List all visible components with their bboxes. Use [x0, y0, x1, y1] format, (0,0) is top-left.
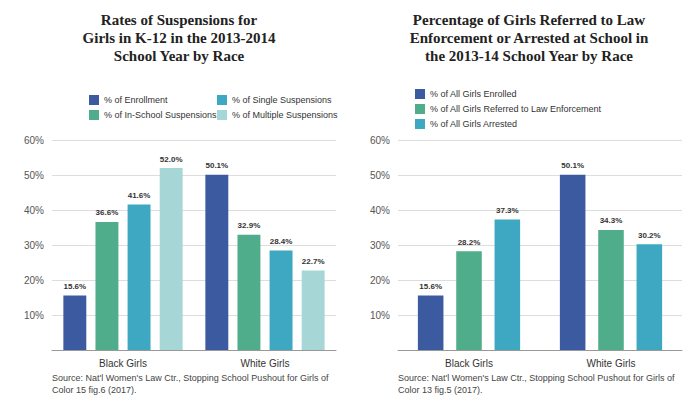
svg-text:Enforcement or Arrested at Sch: Enforcement or Arrested at School in: [410, 30, 649, 46]
svg-text:Color 15 fig.6 (2017).: Color 15 fig.6 (2017).: [52, 385, 137, 395]
svg-text:22.7%: 22.7%: [302, 257, 325, 266]
svg-text:% of All Girls Referred to Law: % of All Girls Referred to Law Enforceme…: [430, 104, 602, 114]
svg-text:40%: 40%: [24, 205, 44, 216]
svg-text:White Girls: White Girls: [241, 358, 290, 369]
svg-text:30.2%: 30.2%: [638, 231, 661, 240]
svg-text:30%: 30%: [24, 240, 44, 251]
svg-text:37.3%: 37.3%: [496, 206, 519, 215]
svg-text:10%: 10%: [24, 310, 44, 321]
svg-text:% of All Girls Arrested: % of All Girls Arrested: [430, 119, 517, 129]
svg-text:Percentage of Girls Referred t: Percentage of Girls Referred to Law: [413, 12, 645, 28]
svg-text:60%: 60%: [24, 135, 44, 146]
svg-text:School Year by Race: School Year by Race: [114, 48, 245, 64]
svg-text:15.6%: 15.6%: [63, 282, 86, 291]
svg-text:Source: Nat'l Women's Law Ctr.: Source: Nat'l Women's Law Ctr., Stopping…: [52, 373, 331, 383]
svg-text:Source: Nat'l Women's Law Ctr.: Source: Nat'l Women's Law Ctr., Stopping…: [398, 373, 677, 383]
svg-text:60%: 60%: [370, 135, 390, 146]
svg-text:the 2013-14 School Year by Rac: the 2013-14 School Year by Race: [425, 48, 633, 64]
svg-text:28.2%: 28.2%: [458, 238, 481, 247]
svg-text:41.6%: 41.6%: [128, 191, 151, 200]
svg-text:% of All Girls Enrolled: % of All Girls Enrolled: [430, 89, 517, 99]
svg-text:Color 13 fig.5 (2017).: Color 13 fig.5 (2017).: [398, 385, 483, 395]
svg-text:Black Girls: Black Girls: [99, 358, 147, 369]
svg-text:28.4%: 28.4%: [270, 237, 293, 246]
svg-text:% of In-School Suspensions: % of In-School Suspensions: [104, 110, 217, 120]
svg-text:20%: 20%: [24, 275, 44, 286]
svg-text:50.1%: 50.1%: [561, 161, 584, 170]
svg-text:% of Enrollment: % of Enrollment: [104, 95, 168, 105]
svg-text:Black Girls: Black Girls: [445, 358, 493, 369]
svg-text:40%: 40%: [370, 205, 390, 216]
svg-text:32.9%: 32.9%: [238, 221, 261, 230]
svg-text:50%: 50%: [24, 170, 44, 181]
svg-text:30%: 30%: [370, 240, 390, 251]
svg-text:52.0%: 52.0%: [160, 155, 183, 164]
svg-text:White Girls: White Girls: [587, 358, 636, 369]
svg-text:Rates of Suspensions for: Rates of Suspensions for: [101, 12, 258, 28]
svg-text:20%: 20%: [370, 275, 390, 286]
svg-text:50%: 50%: [370, 170, 390, 181]
svg-text:% of Single Suspensions: % of Single Suspensions: [232, 95, 332, 105]
svg-text:34.3%: 34.3%: [600, 216, 623, 225]
svg-text:10%: 10%: [370, 310, 390, 321]
svg-text:Girls in K-12 in the 2013-2014: Girls in K-12 in the 2013-2014: [83, 30, 276, 46]
svg-text:15.6%: 15.6%: [419, 282, 442, 291]
svg-text:% of Multiple Suspensions: % of Multiple Suspensions: [232, 110, 338, 120]
svg-text:50.1%: 50.1%: [205, 161, 228, 170]
svg-text:36.6%: 36.6%: [96, 208, 119, 217]
